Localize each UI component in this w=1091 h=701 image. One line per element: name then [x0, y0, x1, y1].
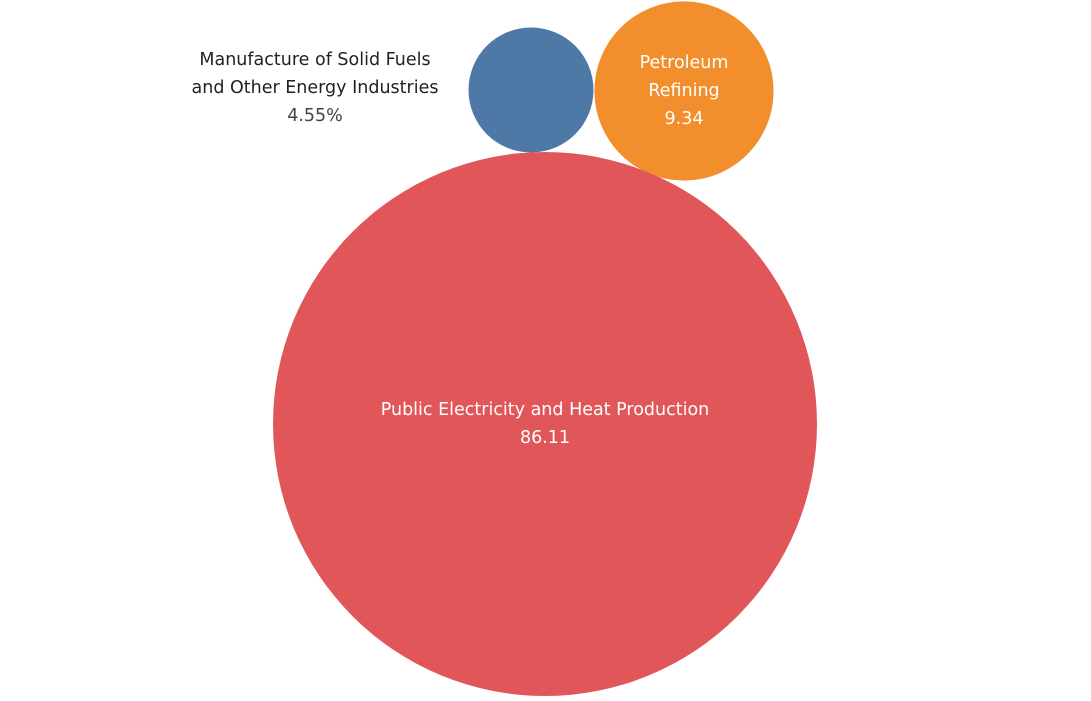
bubble-label-0-line-0: Manufacture of Solid Fuels [199, 50, 430, 70]
bubble-value-0: 4.55% [287, 106, 343, 126]
bubble-value-2: 86.11 [520, 428, 570, 448]
bubble-2[interactable] [273, 152, 817, 696]
bubble-1[interactable] [594, 1, 774, 181]
bubble-label-0-line-1: and Other Energy Industries [192, 78, 439, 98]
bubble-label-1-line-1: Refining [648, 81, 719, 101]
bubble-0[interactable] [468, 27, 594, 153]
bubble-value-1: 9.34 [665, 109, 704, 129]
bubble-label-1-line-0: Petroleum [640, 53, 729, 73]
bubble-label-2-line-0: Public Electricity and Heat Production [381, 400, 710, 420]
